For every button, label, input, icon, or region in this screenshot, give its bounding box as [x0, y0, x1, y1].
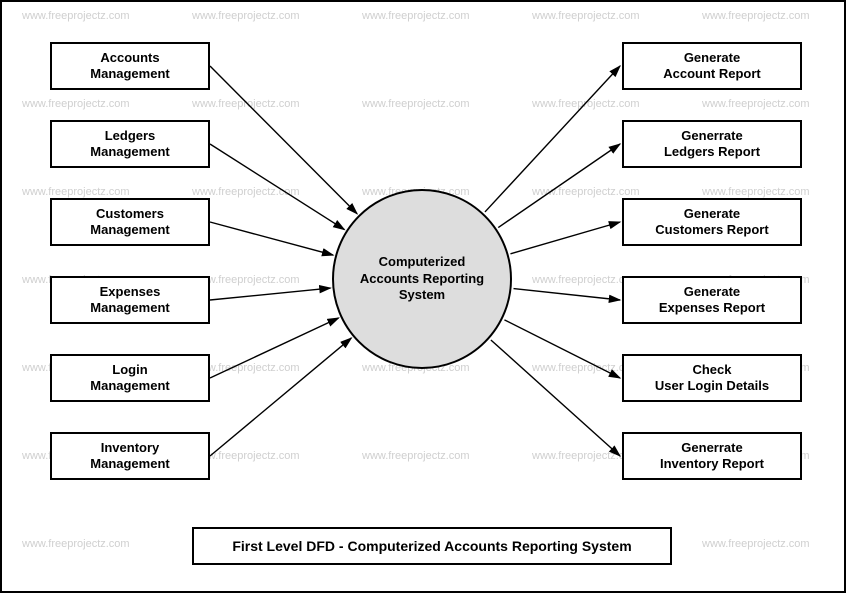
left-node-expenses-mgmt: ExpensesManagement: [50, 276, 210, 324]
watermark-text: www.freeprojectz.com: [22, 186, 130, 198]
right-node-customers-report: GenerateCustomers Report: [622, 198, 802, 246]
edge: [513, 289, 620, 300]
center-process: ComputerizedAccounts ReportingSystem: [332, 189, 512, 369]
left-node-accounts-mgmt: AccountsManagement: [50, 42, 210, 90]
edge: [491, 340, 620, 456]
right-node-inventory-report: GenerrateInventory Report: [622, 432, 802, 480]
watermark-text: www.freeprojectz.com: [22, 10, 130, 22]
right-node-account-report: GenerateAccount Report: [622, 42, 802, 90]
edge: [485, 66, 620, 212]
right-node-ledgers-report: GenerrateLedgers Report: [622, 120, 802, 168]
watermark-text: www.freeprojectz.com: [702, 538, 810, 550]
center-process-label: ComputerizedAccounts ReportingSystem: [360, 254, 484, 305]
edge: [498, 144, 620, 228]
edge: [210, 144, 344, 230]
right-node-login-check: CheckUser Login Details: [622, 354, 802, 402]
right-node-expenses-report: GenerateExpenses Report: [622, 276, 802, 324]
watermark-text: www.freeprojectz.com: [192, 10, 300, 22]
node-label: GenerateAccount Report: [663, 50, 761, 83]
node-label: GenerateExpenses Report: [659, 284, 765, 317]
watermark-text: www.freeprojectz.com: [702, 10, 810, 22]
edge: [210, 338, 351, 456]
node-label: ExpensesManagement: [90, 284, 169, 317]
left-node-ledgers-mgmt: LedgersManagement: [50, 120, 210, 168]
watermark-text: www.freeprojectz.com: [192, 186, 300, 198]
diagram-canvas: www.freeprojectz.com www.freeprojectz.com…: [0, 0, 846, 593]
node-label: InventoryManagement: [90, 440, 169, 473]
watermark-text: www.freeprojectz.com: [362, 450, 470, 462]
edge: [210, 222, 333, 255]
edge: [504, 320, 620, 378]
edge: [210, 288, 330, 300]
node-label: CustomersManagement: [90, 206, 169, 239]
left-node-login-mgmt: LoginManagement: [50, 354, 210, 402]
watermark-text: www.freeprojectz.com: [192, 98, 300, 110]
watermark-text: www.freeprojectz.com: [22, 98, 130, 110]
node-label: LoginManagement: [90, 362, 169, 395]
node-label: AccountsManagement: [90, 50, 169, 83]
node-label: LedgersManagement: [90, 128, 169, 161]
watermark-text: www.freeprojectz.com: [702, 186, 810, 198]
edge: [510, 222, 620, 254]
edge: [210, 318, 339, 378]
left-node-customers-mgmt: CustomersManagement: [50, 198, 210, 246]
edge: [210, 66, 357, 214]
node-label: GenerrateLedgers Report: [664, 128, 760, 161]
diagram-caption-label: First Level DFD - Computerized Accounts …: [232, 538, 631, 554]
node-label: GenerateCustomers Report: [655, 206, 768, 239]
watermark-text: www.freeprojectz.com: [532, 186, 640, 198]
watermark-text: www.freeprojectz.com: [362, 98, 470, 110]
watermark-text: www.freeprojectz.com: [22, 538, 130, 550]
left-node-inventory-mgmt: InventoryManagement: [50, 432, 210, 480]
watermark-text: www.freeprojectz.com: [702, 98, 810, 110]
node-label: CheckUser Login Details: [655, 362, 769, 395]
watermark-text: www.freeprojectz.com: [532, 98, 640, 110]
watermark-text: www.freeprojectz.com: [362, 10, 470, 22]
watermark-text: www.freeprojectz.com: [532, 10, 640, 22]
node-label: GenerrateInventory Report: [660, 440, 764, 473]
diagram-caption: First Level DFD - Computerized Accounts …: [192, 527, 672, 565]
